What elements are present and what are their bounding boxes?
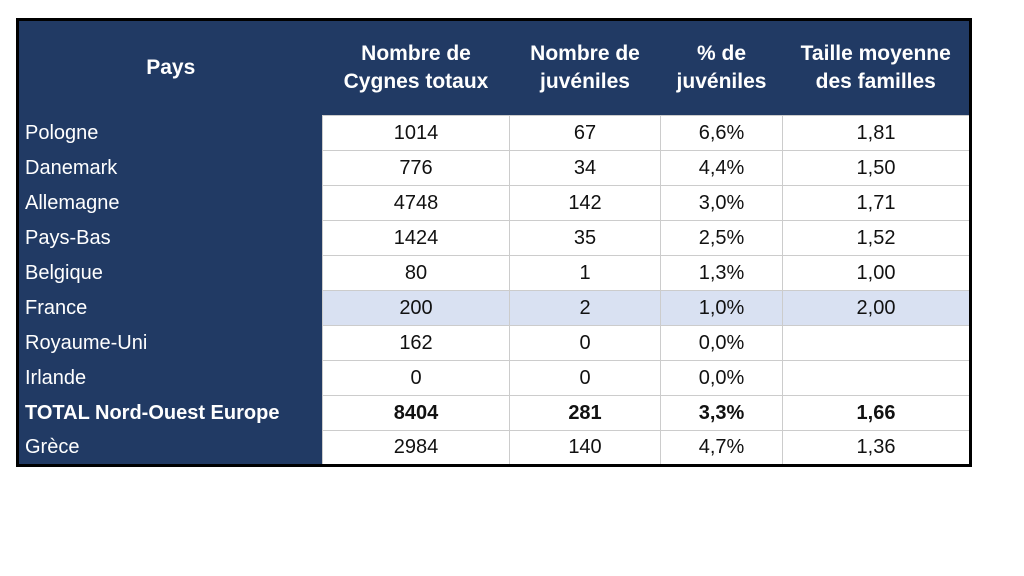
data-cell: 200 [322,290,510,326]
data-cell: 1,50 [782,150,971,186]
data-cell: 4748 [322,185,510,221]
data-cell: 1,81 [782,115,971,151]
table-row-irlande: Irlande 0 0 0,0% [17,360,971,396]
data-cell: 776 [322,150,510,186]
header-nombre-cygnes-totaux: Nombre de Cygnes totaux [322,19,510,116]
data-cell: 3,0% [660,185,783,221]
swan-statistics-table: Pays Nombre de Cygnes totaux Nombre de j… [16,18,972,467]
data-cell: 2984 [322,430,510,466]
data-cell: 0 [322,360,510,396]
data-cell: 34 [509,150,661,186]
header-pays: Pays [17,19,323,116]
header-row: Pays Nombre de Cygnes totaux Nombre de j… [17,19,971,116]
data-cell: 67 [509,115,661,151]
row-label: TOTAL Nord-Ouest Europe [17,395,323,431]
data-cell: 35 [509,220,661,256]
data-cell: 1014 [322,115,510,151]
data-cell: 1,0% [660,290,783,326]
table-row-pays-bas: Pays-Bas 1424 35 2,5% 1,52 [17,220,971,256]
data-cell: 4,4% [660,150,783,186]
data-cell: 4,7% [660,430,783,466]
data-cell: 140 [509,430,661,466]
data-cell: 2,5% [660,220,783,256]
data-cell: 1 [509,255,661,291]
data-cell: 0 [509,360,661,396]
table-header: Pays Nombre de Cygnes totaux Nombre de j… [17,19,971,116]
data-cell [782,360,971,396]
table-row-belgique: Belgique 80 1 1,3% 1,00 [17,255,971,291]
data-cell: 1,36 [782,430,971,466]
data-cell: 8404 [322,395,510,431]
table-row-grece: Grèce 2984 140 4,7% 1,36 [17,430,971,466]
data-cell: 0,0% [660,360,783,396]
data-cell [782,325,971,361]
row-label: Allemagne [17,185,323,221]
row-label: France [17,290,323,326]
data-cell: 142 [509,185,661,221]
data-cell: 1424 [322,220,510,256]
table-row-danemark: Danemark 776 34 4,4% 1,50 [17,150,971,186]
table-row-royaume-uni: Royaume-Uni 162 0 0,0% [17,325,971,361]
data-cell: 162 [322,325,510,361]
table-row-pologne: Pologne 1014 67 6,6% 1,81 [17,115,971,151]
row-label: Pologne [17,115,323,151]
data-cell: 281 [509,395,661,431]
table-body: Pologne 1014 67 6,6% 1,81 Danemark 776 3… [17,115,971,466]
data-cell: 1,71 [782,185,971,221]
data-cell: 6,6% [660,115,783,151]
data-cell: 0 [509,325,661,361]
row-label: Grèce [17,430,323,466]
data-cell: 2 [509,290,661,326]
data-cell: 1,66 [782,395,971,431]
table-row-total-nord-ouest-europe: TOTAL Nord-Ouest Europe 8404 281 3,3% 1,… [17,395,971,431]
row-label: Royaume-Uni [17,325,323,361]
data-cell: 1,3% [660,255,783,291]
header-taille-moyenne: Taille moyenne des familles [782,19,971,116]
row-label: Pays-Bas [17,220,323,256]
data-cell: 80 [322,255,510,291]
data-cell: 1,00 [782,255,971,291]
header-nombre-juveniles: Nombre de juvéniles [509,19,661,116]
data-cell: 3,3% [660,395,783,431]
data-cell: 1,52 [782,220,971,256]
row-label: Belgique [17,255,323,291]
row-label: Irlande [17,360,323,396]
data-cell: 2,00 [782,290,971,326]
header-pct-juveniles: % de juvéniles [660,19,783,116]
data-cell: 0,0% [660,325,783,361]
row-label: Danemark [17,150,323,186]
table-row-france-highlighted: France 200 2 1,0% 2,00 [17,290,971,326]
table-row-allemagne: Allemagne 4748 142 3,0% 1,71 [17,185,971,221]
